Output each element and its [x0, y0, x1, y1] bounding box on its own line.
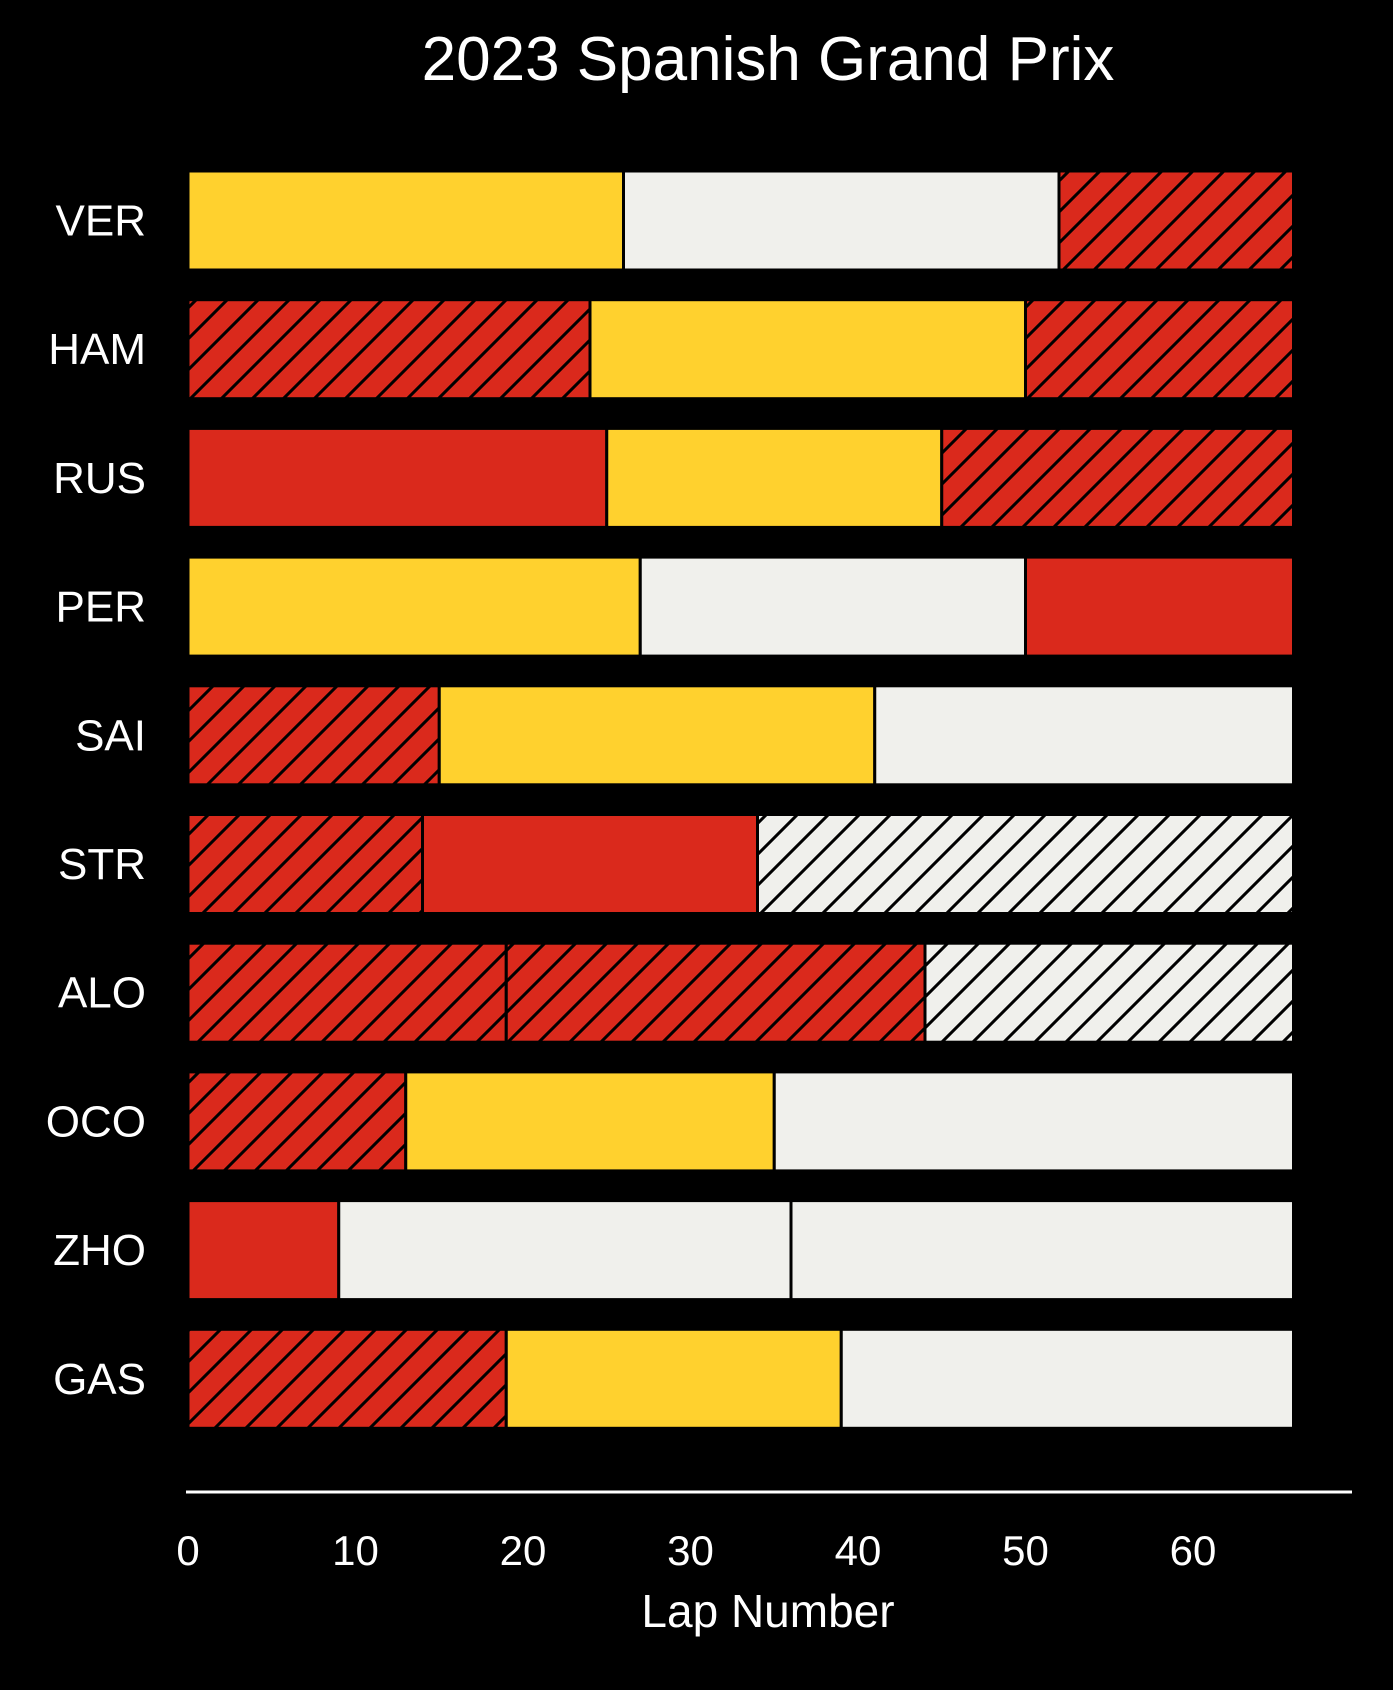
- driver-row-oco: [186, 1070, 1295, 1173]
- stint-bar: [940, 426, 1295, 529]
- driver-row-sai: [186, 684, 1295, 787]
- stint-bar: [789, 1199, 1295, 1302]
- stint-bar: [186, 941, 508, 1044]
- stint-bar: [504, 1327, 843, 1430]
- stint-bar: [186, 426, 609, 529]
- stint-bar: [186, 169, 625, 272]
- x-tick-label: 30: [667, 1527, 714, 1574]
- driver-label: STR: [58, 840, 146, 889]
- stint-bar: [437, 684, 877, 787]
- driver-label: HAM: [48, 325, 146, 374]
- stint-bars: [186, 169, 1295, 1430]
- x-axis-label: Lap Number: [641, 1585, 894, 1637]
- stint-bar: [1057, 169, 1295, 272]
- stint-bar: [186, 555, 642, 658]
- stint-bar: [186, 1070, 408, 1173]
- driver-row-rus: [186, 426, 1295, 529]
- x-tick-label: 50: [1002, 1527, 1049, 1574]
- driver-label: VER: [56, 197, 146, 246]
- stint-bar: [186, 1327, 508, 1430]
- stint-bar: [186, 684, 441, 787]
- stint-bar: [638, 555, 1027, 658]
- x-ticks: 0 10 20 30 40 50 60: [176, 1527, 1216, 1574]
- driver-label: PER: [56, 583, 146, 632]
- stint-bar: [605, 426, 944, 529]
- chart-title: 2023 Spanish Grand Prix: [422, 25, 1115, 94]
- stint-bar: [923, 941, 1295, 1044]
- x-tick-label: 20: [500, 1527, 547, 1574]
- stint-bar: [1024, 555, 1295, 658]
- driver-label: ZHO: [53, 1226, 146, 1275]
- driver-row-alo: [186, 941, 1295, 1044]
- stint-bar: [337, 1199, 793, 1302]
- x-tick-label: 60: [1170, 1527, 1217, 1574]
- driver-row-zho: [186, 1199, 1295, 1302]
- x-tick-label: 40: [835, 1527, 882, 1574]
- stint-bar: [1024, 298, 1295, 401]
- driver-row-str: [186, 813, 1295, 915]
- driver-label: RUS: [53, 454, 146, 503]
- stint-bar: [622, 169, 1061, 272]
- stint-bar: [186, 813, 424, 915]
- stint-bar: [873, 684, 1295, 787]
- stint-bar: [186, 1199, 341, 1302]
- driver-label: OCO: [46, 1097, 146, 1146]
- x-tick-label: 0: [176, 1527, 199, 1574]
- stint-bar: [772, 1070, 1295, 1173]
- x-tick-label: 10: [332, 1527, 379, 1574]
- stint-bar: [504, 941, 927, 1044]
- driver-row-ham: [186, 298, 1295, 401]
- driver-row-gas: [186, 1327, 1295, 1430]
- stint-bar: [839, 1327, 1295, 1430]
- stint-bar: [404, 1070, 776, 1173]
- driver-labels: VER HAM RUS PER SAI STR ALO OCO ZHO GAS: [46, 197, 146, 1404]
- driver-label: ALO: [58, 969, 146, 1018]
- stint-bar: [421, 813, 759, 915]
- driver-row-ver: [186, 169, 1295, 272]
- stint-bar: [186, 298, 592, 401]
- driver-label: SAI: [75, 711, 146, 760]
- driver-row-per: [186, 555, 1295, 658]
- stint-bar: [756, 813, 1295, 915]
- driver-label: GAS: [53, 1355, 146, 1404]
- stint-bar: [588, 298, 1027, 401]
